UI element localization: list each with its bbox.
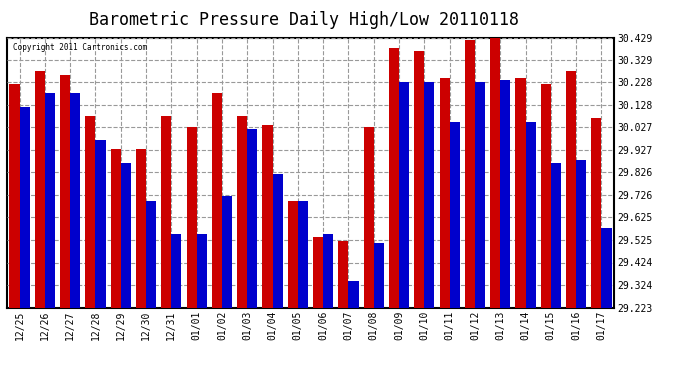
Bar [551,163,561,308]
Bar [576,160,586,308]
Bar [171,234,181,308]
Bar [450,122,460,308]
Bar [526,122,535,308]
Bar [86,116,95,308]
Bar [34,71,45,308]
Bar [70,93,80,308]
Bar [212,93,222,308]
Bar [110,149,121,308]
Bar [273,174,283,308]
Bar [389,48,399,308]
Bar [566,71,576,308]
Bar [222,196,232,308]
Text: Copyright 2011 Cartronics.com: Copyright 2011 Cartronics.com [13,43,147,52]
Bar [19,106,30,308]
Bar [541,84,551,308]
Bar [424,82,435,308]
Bar [161,116,171,308]
Bar [186,127,197,308]
Bar [515,78,526,308]
Bar [591,118,602,308]
Bar [95,140,106,308]
Bar [399,82,409,308]
Bar [500,80,511,308]
Bar [440,78,450,308]
Bar [288,201,298,308]
Bar [338,241,348,308]
Bar [313,237,323,308]
Bar [10,84,19,308]
Bar [45,93,55,308]
Bar [348,281,359,308]
Bar [414,51,424,308]
Bar [136,149,146,308]
Bar [262,124,273,308]
Bar [197,234,207,308]
Bar [602,228,611,308]
Bar [364,127,374,308]
Bar [374,243,384,308]
Bar [475,82,485,308]
Text: Barometric Pressure Daily High/Low 20110118: Barometric Pressure Daily High/Low 20110… [88,11,519,29]
Bar [323,234,333,308]
Bar [298,201,308,308]
Bar [237,116,247,308]
Bar [60,75,70,308]
Bar [247,129,257,308]
Bar [146,201,156,308]
Bar [121,163,131,308]
Bar [465,39,475,308]
Bar [490,37,500,308]
